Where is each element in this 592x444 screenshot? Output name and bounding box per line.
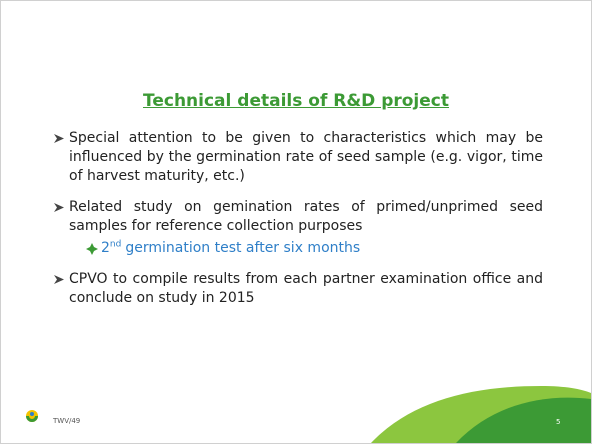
sub-bullet-number: 2 [101,240,110,256]
bullet-text: Special attention to be given to charact… [69,130,543,184]
green-swoosh-dark [456,397,591,443]
bullet-arrow [54,203,64,212]
bullet: CPVO to compile results from each partne… [53,270,543,308]
page-number: 5 [556,418,561,426]
bullet: Related study on gemination rates of pri… [53,198,543,258]
logo [26,410,38,422]
sub-bullet-marker [86,243,98,255]
bullet-text: CPVO to compile results from each partne… [69,271,543,306]
sub-bullet-superscript: nd [109,239,122,250]
bullet-arrow [54,134,64,143]
sub-bullet: 2nd germination test after six months [69,239,543,258]
sub-bullet-text: germination test after six months [125,240,361,256]
bullet-list: Special attention to be given to charact… [53,129,543,320]
bullet-arrow [54,275,64,284]
bullet: Special attention to be given to charact… [53,129,543,186]
bullet-text: Related study on gemination rates of pri… [69,199,543,234]
footer: TWV/49 [53,417,81,425]
slide-title: Technical details of R&D project [143,91,449,111]
